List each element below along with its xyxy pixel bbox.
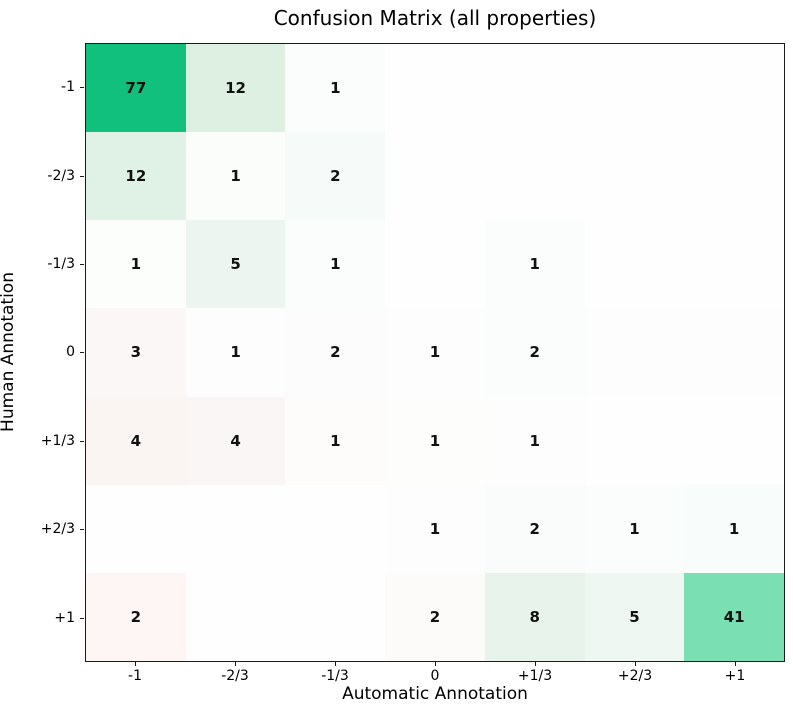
matrix-cell: 1 xyxy=(684,484,784,573)
matrix-cell xyxy=(684,44,784,133)
matrix-cell: 5 xyxy=(185,220,286,309)
matrix-cell xyxy=(684,396,784,485)
matrix-cell xyxy=(185,484,286,573)
matrix-cell xyxy=(584,308,685,397)
x-tick-label: -1 xyxy=(85,662,185,684)
matrix-cell: 1 xyxy=(385,396,485,485)
y-tick-label: 0 xyxy=(0,308,85,396)
y-axis-ticks: -1 -2/3 -1/3 0 +1/3 +2/3 +1 xyxy=(0,43,85,662)
matrix-cell: 2 xyxy=(385,572,485,661)
matrix-cell: 1 xyxy=(285,44,386,133)
x-tick-label: -2/3 xyxy=(185,662,285,684)
x-tick-label: +2/3 xyxy=(585,662,685,684)
heatmap-plot: 77 12 1 12 1 2 1 5 1 1 3 1 2 1 2 4 4 1 1 1 1 2 1 1 2 2 8 5 41 xyxy=(85,43,785,662)
matrix-cell: 1 xyxy=(484,220,585,309)
y-tick-label: -2/3 xyxy=(0,131,85,219)
x-axis-label: Automatic Annotation xyxy=(342,684,528,704)
matrix-cell: 2 xyxy=(86,572,186,661)
matrix-cell: 2 xyxy=(285,308,386,397)
matrix-cell: 1 xyxy=(584,484,685,573)
matrix-cell xyxy=(484,44,585,133)
matrix-cell: 1 xyxy=(285,220,386,309)
x-tick-label: +1 xyxy=(685,662,785,684)
matrix-cell: 3 xyxy=(86,308,186,397)
matrix-cell: 12 xyxy=(185,44,286,133)
matrix-cell xyxy=(385,44,485,133)
matrix-cell: 4 xyxy=(86,396,186,485)
matrix-cell: 8 xyxy=(484,572,585,661)
matrix-cell xyxy=(285,484,386,573)
matrix-cell xyxy=(584,44,685,133)
matrix-cell xyxy=(86,484,186,573)
matrix-cell xyxy=(584,132,685,221)
matrix-cell: 1 xyxy=(385,308,485,397)
matrix-cell: 1 xyxy=(385,484,485,573)
matrix-cell: 12 xyxy=(86,132,186,221)
matrix-cell xyxy=(684,132,784,221)
matrix-cell: 2 xyxy=(285,132,386,221)
matrix-cell xyxy=(484,132,585,221)
matrix-cell: 1 xyxy=(484,396,585,485)
matrix-cell xyxy=(385,220,485,309)
x-tick-label: 0 xyxy=(385,662,485,684)
y-tick-label: -1 xyxy=(0,43,85,131)
matrix-cell: 5 xyxy=(584,572,685,661)
matrix-cell: 41 xyxy=(684,572,784,661)
y-tick-label: +1/3 xyxy=(0,397,85,485)
x-tick-label: -1/3 xyxy=(285,662,385,684)
matrix-cell: 2 xyxy=(484,308,585,397)
matrix-cell xyxy=(185,572,286,661)
matrix-cell: 1 xyxy=(86,220,186,309)
matrix-cell xyxy=(385,132,485,221)
y-tick-label: -1/3 xyxy=(0,220,85,308)
x-axis-ticks: -1 -2/3 -1/3 0 +1/3 +2/3 +1 xyxy=(85,662,785,684)
matrix-cell: 2 xyxy=(484,484,585,573)
matrix-cell: 1 xyxy=(185,308,286,397)
chart-title: Confusion Matrix (all properties) xyxy=(273,6,597,30)
matrix-cell: 77 xyxy=(86,44,186,133)
matrix-cell xyxy=(684,308,784,397)
x-tick-label: +1/3 xyxy=(485,662,585,684)
y-tick-label: +2/3 xyxy=(0,485,85,573)
matrix-cell xyxy=(285,572,386,661)
matrix-cell xyxy=(584,396,685,485)
matrix-cell: 4 xyxy=(185,396,286,485)
matrix-cell xyxy=(584,220,685,309)
y-tick-label: +1 xyxy=(0,574,85,662)
matrix-cell xyxy=(684,220,784,309)
matrix-cell: 1 xyxy=(285,396,386,485)
matrix-cell: 1 xyxy=(185,132,286,221)
